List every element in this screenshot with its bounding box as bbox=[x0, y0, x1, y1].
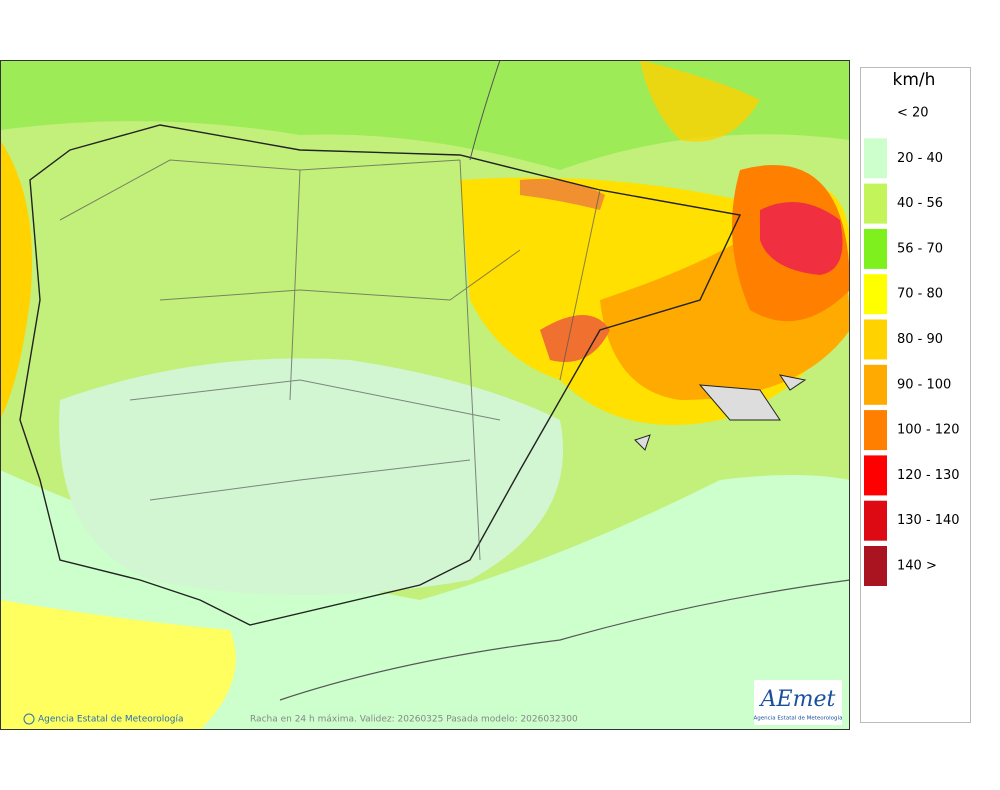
legend-swatch bbox=[864, 138, 887, 179]
caption: Racha en 24 h máxima. Validez: 20260325 … bbox=[250, 715, 578, 725]
legend-label: 80 - 90 bbox=[897, 332, 943, 347]
legend-swatch bbox=[864, 183, 887, 224]
legend-label: 20 - 40 bbox=[897, 151, 943, 166]
wind-zone bbox=[59, 358, 564, 595]
legend-label: 90 - 100 bbox=[897, 377, 951, 392]
legend-label: 40 - 56 bbox=[897, 196, 943, 211]
wind-zone bbox=[0, 60, 850, 170]
logo-subtitle: Agencia Estatal de Meteorología bbox=[754, 715, 843, 722]
legend-swatch bbox=[864, 228, 887, 269]
african-coast bbox=[279, 579, 850, 701]
legend-label: 140 > bbox=[897, 559, 937, 574]
legend-swatch bbox=[864, 319, 887, 360]
map: Agencia Estatal de Meteorología Racha en… bbox=[0, 60, 850, 730]
wind-zone bbox=[0, 140, 32, 420]
legend-label: < 20 bbox=[897, 106, 929, 121]
coastline bbox=[19, 124, 742, 626]
legend-label: 56 - 70 bbox=[897, 241, 943, 256]
legend-swatch bbox=[864, 500, 887, 541]
wind-zone bbox=[0, 600, 236, 730]
copyright-icon bbox=[23, 713, 35, 725]
legend-label: 120 - 130 bbox=[897, 468, 960, 483]
legend-swatch bbox=[864, 455, 887, 496]
wind-zone bbox=[640, 60, 760, 142]
borders bbox=[59, 159, 601, 561]
french-border bbox=[469, 60, 501, 161]
legend-label: 130 - 140 bbox=[897, 513, 960, 528]
legend-title: km/h bbox=[893, 70, 936, 90]
wind-zone bbox=[760, 202, 843, 275]
legend-label: 100 - 120 bbox=[897, 423, 960, 438]
legend-swatch bbox=[864, 546, 887, 586]
legend-swatch bbox=[864, 364, 887, 405]
credit: Agencia Estatal de Meteorología bbox=[38, 715, 184, 725]
map-frame bbox=[0, 60, 850, 730]
legend-swatch bbox=[864, 274, 887, 315]
logo-box bbox=[754, 680, 842, 725]
wind-zone bbox=[520, 179, 605, 210]
legend-swatch bbox=[864, 410, 887, 451]
legend: < 20 20 - 40 40 - 56 56 - 70 70 - 80 80 - 90 9… bbox=[864, 106, 960, 586]
wind-zone bbox=[540, 315, 610, 362]
islands bbox=[634, 374, 807, 451]
logo: AEmet bbox=[759, 687, 836, 712]
legend-label: 70 - 80 bbox=[897, 287, 943, 302]
